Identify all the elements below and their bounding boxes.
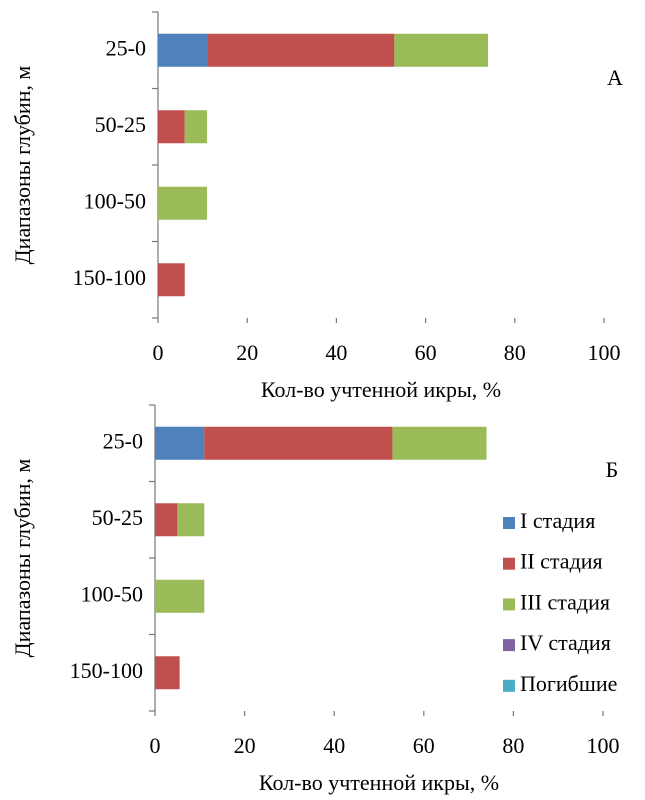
bar-segment — [158, 33, 208, 67]
legend-label: II стадия — [520, 549, 603, 574]
y-tick-label: 50-25 — [95, 112, 146, 137]
y-axis-label: Диапазоны глубин, м — [10, 66, 35, 265]
legend-swatch — [503, 598, 515, 611]
legend-label: I стадия — [520, 508, 595, 533]
y-axis-label: Диапазоны глубин, м — [10, 459, 35, 658]
x-tick-label: 40 — [325, 340, 347, 365]
x-axis-label: Кол-во учтенной икры, % — [259, 770, 499, 795]
panel-label: Б — [606, 457, 619, 482]
x-tick-label: 60 — [415, 340, 437, 365]
bar-segment — [207, 33, 395, 67]
legend-swatch — [503, 517, 515, 529]
legend-label: IV стадия — [520, 630, 611, 655]
y-tick-label: 100-50 — [81, 581, 143, 606]
bar-segment — [158, 263, 185, 297]
y-tick-label: 150-100 — [70, 658, 143, 683]
bar-segment — [184, 110, 208, 144]
y-tick-label: 25-0 — [103, 428, 143, 453]
bar-segment — [155, 503, 178, 537]
bar-segment — [158, 186, 208, 220]
x-tick-label: 100 — [588, 340, 621, 365]
legend-swatch — [503, 639, 515, 652]
x-tick-label: 20 — [234, 733, 256, 758]
x-tick-label: 0 — [150, 733, 161, 758]
panel-label: А — [607, 65, 623, 90]
x-tick-label: 100 — [587, 733, 620, 758]
legend-label: III стадия — [520, 589, 610, 614]
bar-segment — [392, 426, 487, 460]
y-tick-label: 25-0 — [106, 35, 146, 60]
bar-segment — [155, 426, 205, 460]
bar-segment — [177, 503, 205, 537]
legend-label: Погибшие — [520, 671, 617, 696]
bar-segment — [155, 656, 180, 690]
x-axis-label: Кол-во учтенной икры, % — [261, 377, 501, 402]
y-tick-label: 100-50 — [84, 188, 146, 213]
y-tick-label: 150-100 — [73, 265, 146, 290]
x-tick-label: 60 — [413, 733, 435, 758]
y-tick-label: 50-25 — [92, 505, 143, 530]
legend-swatch — [503, 557, 515, 570]
bar-segment — [158, 110, 185, 144]
x-tick-label: 40 — [323, 733, 345, 758]
bar-segment — [204, 426, 393, 460]
x-tick-label: 20 — [236, 340, 258, 365]
bar-segment — [394, 33, 489, 67]
x-tick-label: 80 — [502, 733, 524, 758]
legend-swatch — [503, 679, 515, 692]
x-tick-label: 0 — [153, 340, 164, 365]
x-tick-label: 80 — [504, 340, 526, 365]
bar-segment — [155, 579, 205, 613]
